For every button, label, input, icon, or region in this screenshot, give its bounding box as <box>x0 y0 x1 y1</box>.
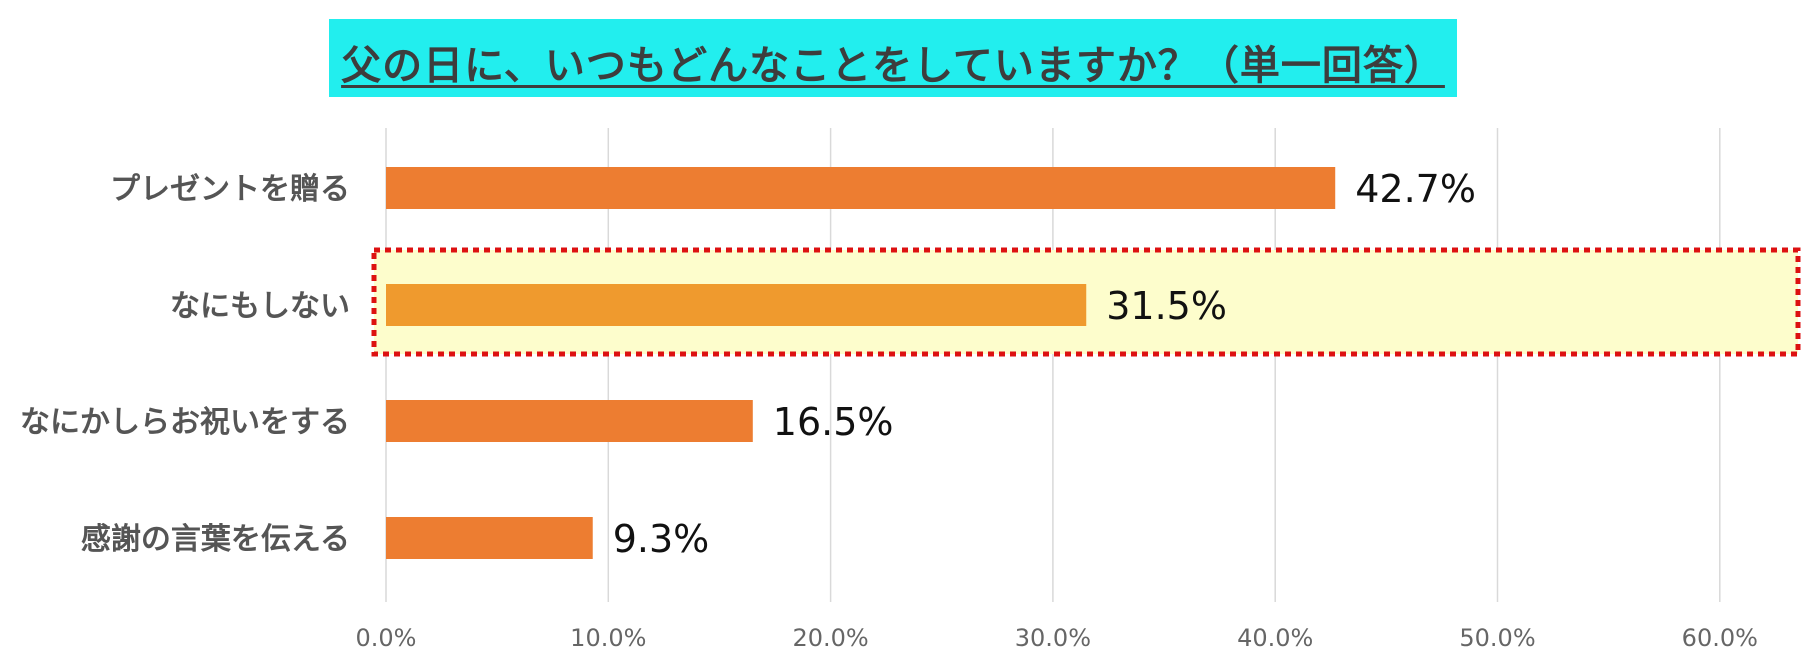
x-tick-label: 40.0% <box>1237 624 1313 652</box>
bar <box>386 167 1336 209</box>
x-tick-label: 10.0% <box>570 624 646 652</box>
x-tick-label: 0.0% <box>356 624 417 652</box>
chart-title-box: 父の日に、いつもどんなことをしていますか？（単一回答） <box>329 19 1457 97</box>
x-tick-label: 60.0% <box>1682 624 1758 652</box>
bar <box>386 284 1087 326</box>
labels: 0.0% 10.0% 20.0% 30.0% 40.0% 50.0% 60.0% プレゼントを… <box>20 167 1758 652</box>
x-tick-label: 30.0% <box>1015 624 1091 652</box>
data-label: 42.7% <box>1355 167 1476 211</box>
bar <box>386 400 753 442</box>
category-label: プレゼントを贈る <box>110 172 350 207</box>
category-label: なにかしらお祝いをする <box>20 405 350 440</box>
chart-title: 父の日に、いつもどんなことをしていますか？（単一回答） <box>341 43 1445 89</box>
data-label: 31.5% <box>1106 284 1227 328</box>
data-label: 9.3% <box>613 517 710 561</box>
x-tick-label: 20.0% <box>792 624 868 652</box>
bar <box>386 517 593 559</box>
x-tick-label: 50.0% <box>1459 624 1535 652</box>
category-label: なにもしない <box>170 289 350 324</box>
category-label: 感謝の言葉を伝える <box>81 522 350 557</box>
bars <box>386 167 1336 559</box>
data-label: 16.5% <box>773 400 894 444</box>
